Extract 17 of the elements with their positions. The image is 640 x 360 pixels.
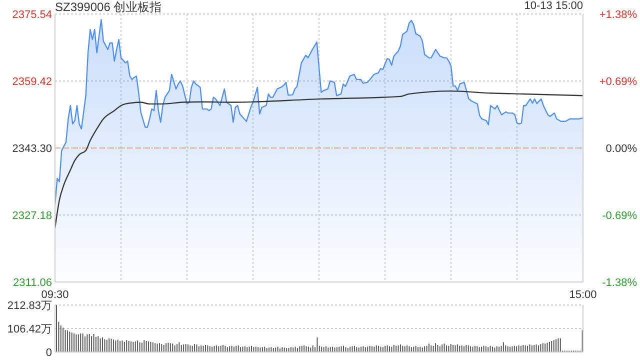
y-tick-label: 2375.54 — [12, 9, 52, 21]
y-tick-label: 2311.06 — [13, 277, 52, 289]
chart-title: SZ399006 创业板指 — [55, 0, 162, 14]
y2-tick-label: 0.00% — [606, 143, 638, 155]
y2-tick-label: -0.69% — [602, 210, 638, 222]
x-tick-label: 15:00 — [569, 288, 597, 301]
y2-tick-label: -1.38% — [602, 277, 638, 289]
y-tick-label: 212.83万 — [7, 300, 52, 312]
y-tick-label: 2359.42 — [12, 76, 52, 88]
y2-tick-label: +0.69% — [599, 76, 638, 88]
x-tick-label: 09:30 — [41, 288, 69, 301]
y2-tick-label: +1.38% — [599, 9, 638, 21]
y-tick-label: 106.42万 — [7, 324, 52, 336]
text: 10-13 15:00 — [524, 0, 583, 13]
y-tick-label: 0 — [46, 347, 52, 359]
y-tick-label: 2343.30 — [12, 143, 52, 155]
y-tick-label: 2327.18 — [12, 210, 52, 222]
